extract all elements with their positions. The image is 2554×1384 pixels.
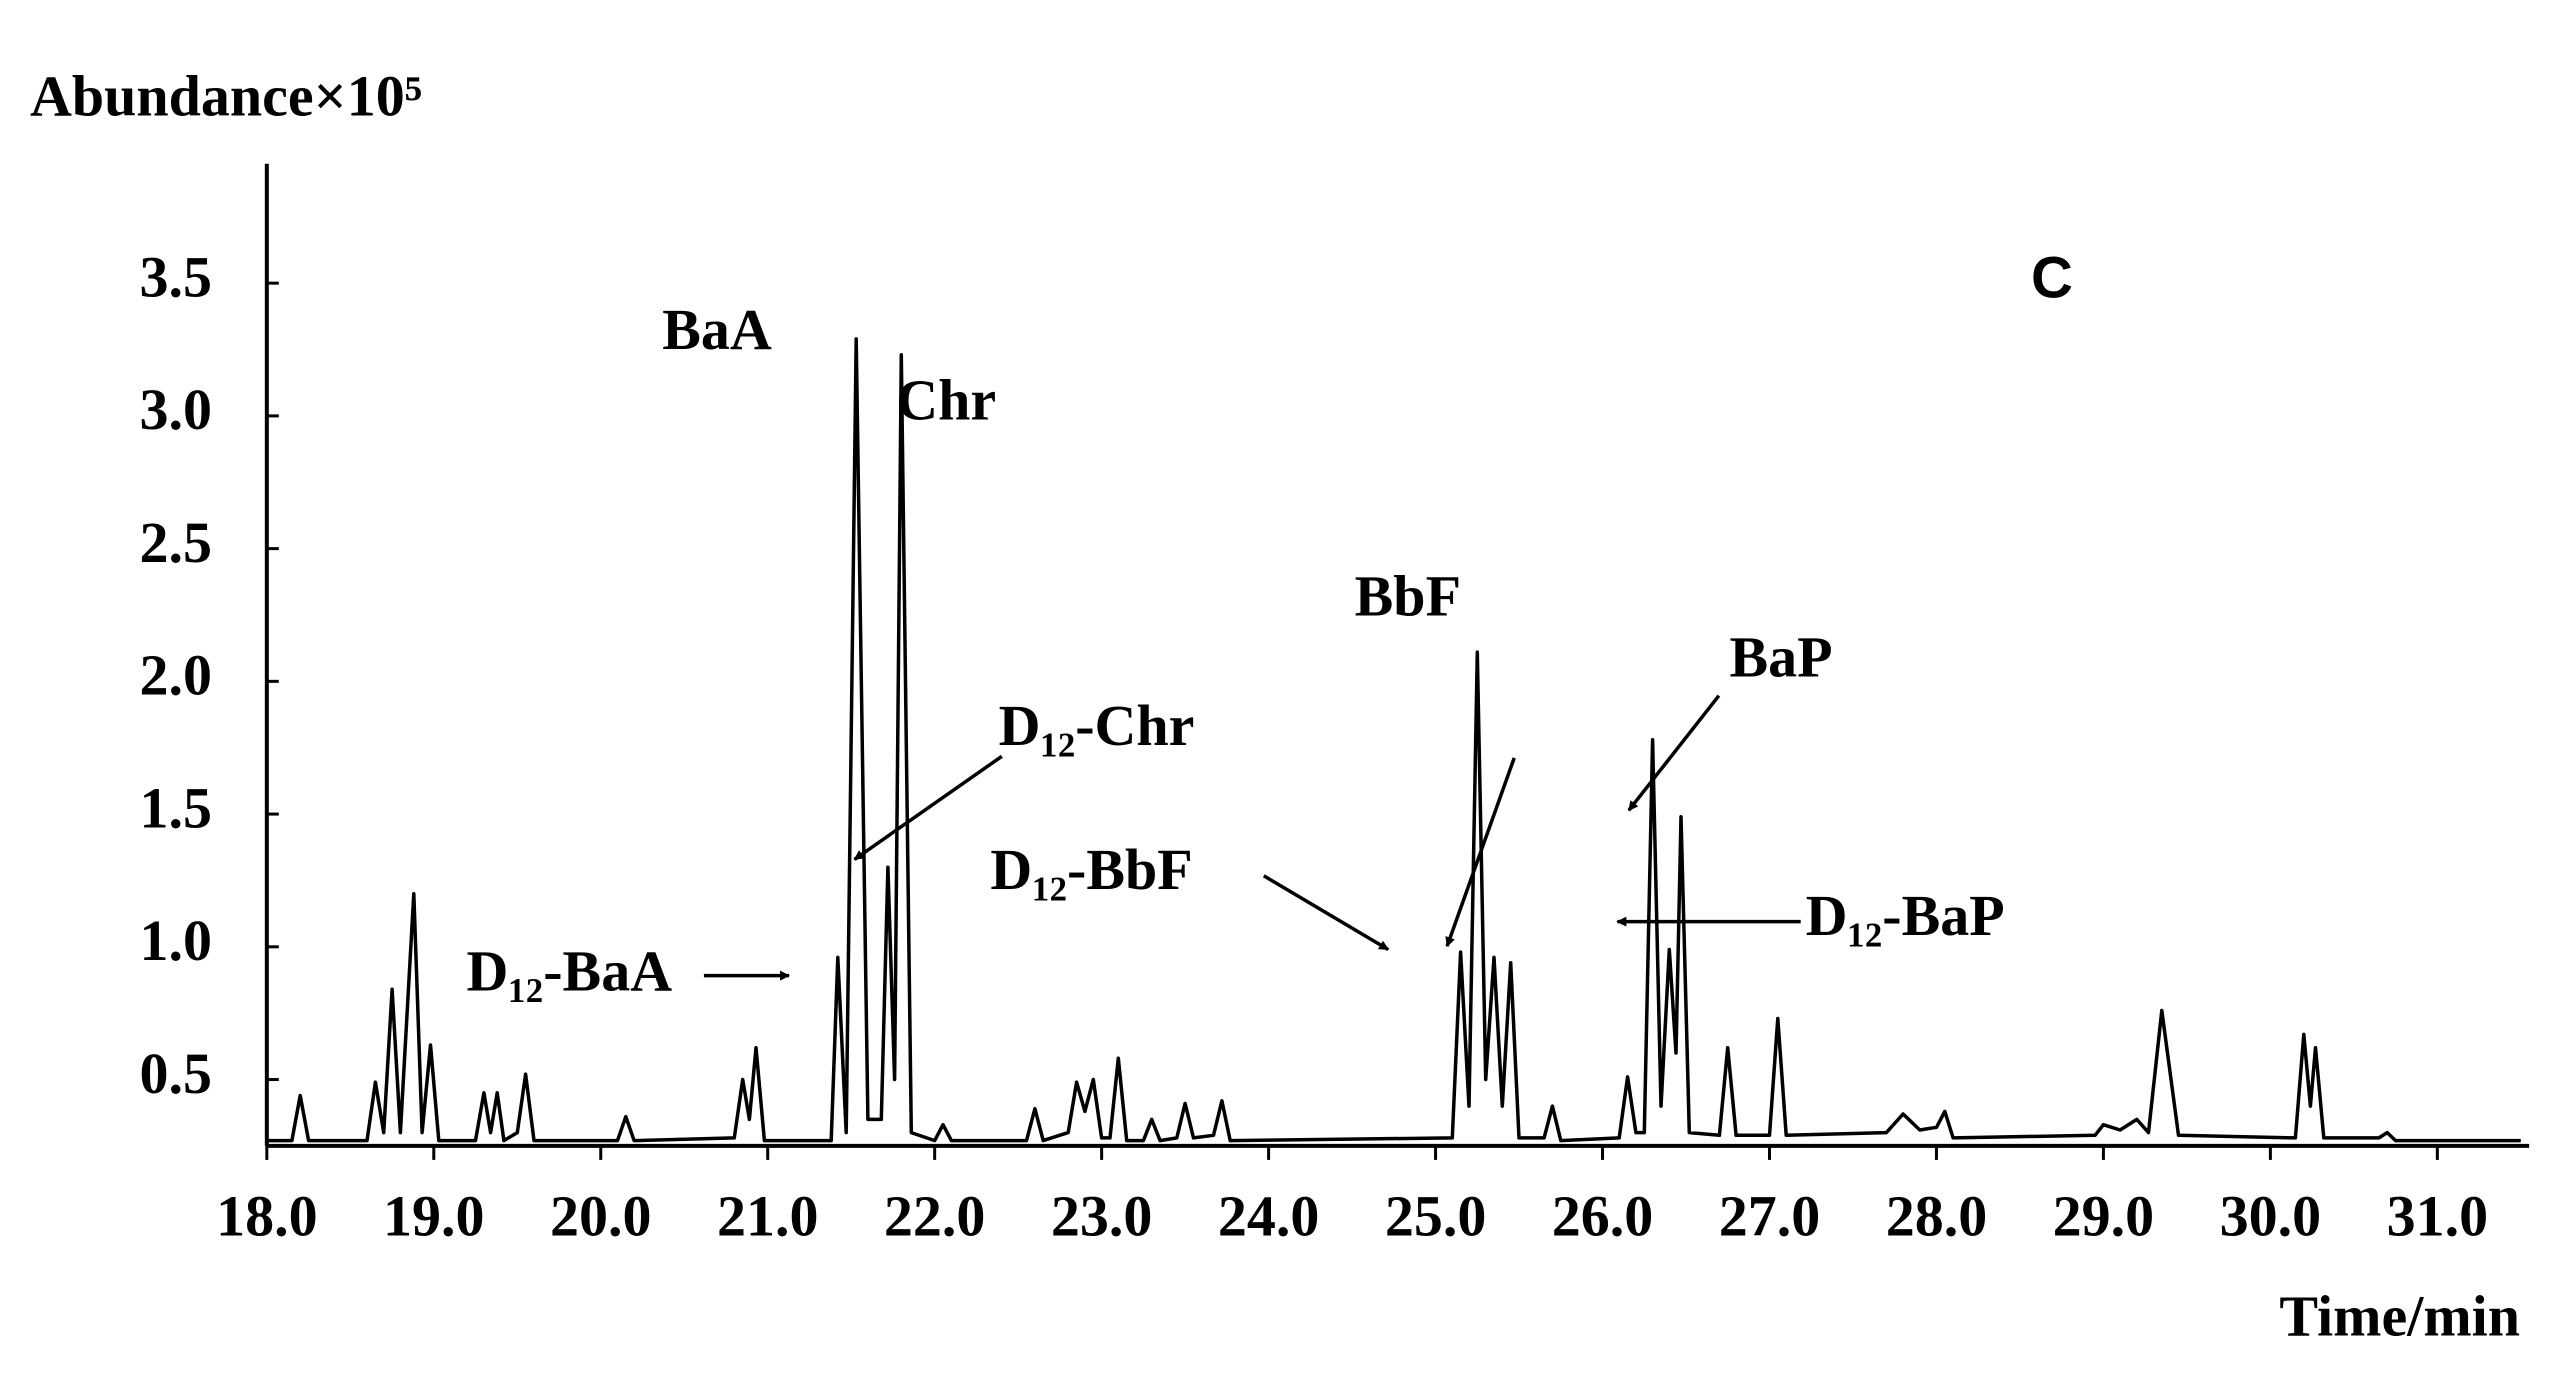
peak-label: Chr: [896, 367, 996, 432]
arrow: [1445, 757, 1516, 948]
arrow: [1262, 874, 1390, 951]
x-tick-label: 21.0: [717, 1183, 819, 1248]
x-tick-label: 30.0: [2220, 1183, 2322, 1248]
x-tick-label: 26.0: [1552, 1183, 1654, 1248]
x-tick-label: 24.0: [1218, 1183, 1320, 1248]
x-tick-label: 27.0: [1719, 1183, 1821, 1248]
peak-label: D₁₂-BaA: [467, 939, 673, 1004]
peak-label: D₁₂-BbF: [990, 837, 1192, 902]
peak-label: BbF: [1355, 564, 1461, 629]
x-tick-label: 19.0: [383, 1183, 485, 1248]
y-tick-label: 3.5: [140, 244, 213, 309]
chromatogram-line: [266, 337, 2521, 1143]
x-axis-label: Time/min: [2279, 1283, 2520, 1348]
y-tick-label: 0.5: [140, 1041, 213, 1106]
arrow: [853, 754, 1003, 861]
y-tick-label: 2.0: [140, 643, 213, 708]
x-tick-label: 28.0: [1886, 1183, 1988, 1248]
y-tick-label: 1.5: [140, 775, 213, 840]
peak-label: BaA: [662, 297, 772, 362]
x-tick-label: 18.0: [216, 1183, 318, 1248]
y-tick-label: 1.0: [140, 908, 213, 973]
y-axis-label: Abundance×10⁵: [30, 63, 422, 128]
arrow: [1627, 694, 1721, 812]
peak-label: D₁₂-Chr: [999, 693, 1195, 758]
x-tick-label: 23.0: [1051, 1183, 1153, 1248]
y-tick-label: 3.0: [140, 377, 213, 442]
panel-label: C: [2031, 245, 2073, 310]
x-tick-label: 20.0: [550, 1183, 652, 1248]
y-tick-label: 2.5: [140, 510, 213, 575]
x-tick-label: 22.0: [884, 1183, 986, 1248]
peak-label: BaP: [1729, 624, 1832, 689]
x-tick-label: 29.0: [2053, 1183, 2155, 1248]
x-tick-label: 25.0: [1385, 1183, 1487, 1248]
x-tick-label: 31.0: [2387, 1183, 2489, 1248]
peak-label: D₁₂-BaP: [1806, 883, 2005, 948]
